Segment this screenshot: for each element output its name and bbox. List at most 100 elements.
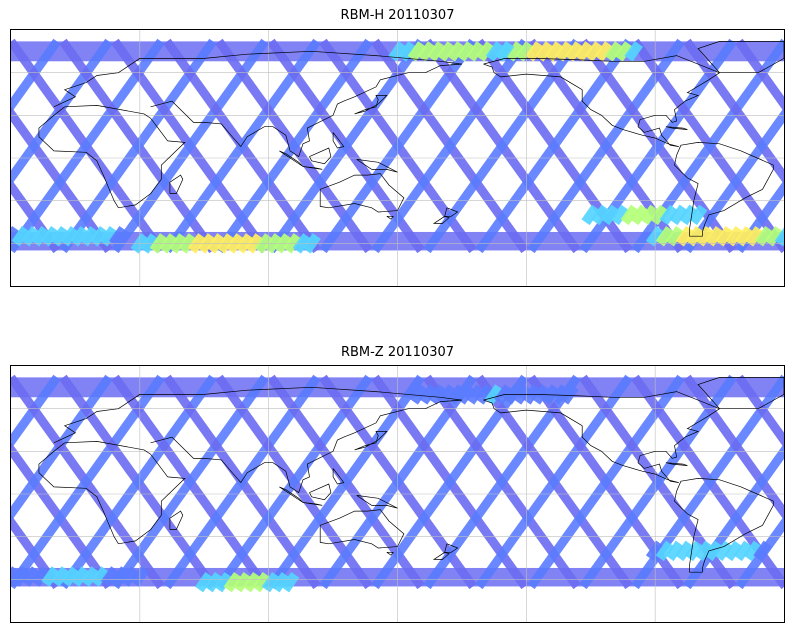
high-value-cell bbox=[705, 225, 724, 247]
coastline-path bbox=[386, 215, 394, 220]
high-value-cell bbox=[733, 540, 753, 562]
high-value-cell bbox=[476, 41, 495, 62]
high-value-cell bbox=[417, 41, 437, 62]
high-value-cell bbox=[624, 41, 643, 62]
high-value-cell bbox=[280, 571, 300, 593]
high-value-cell bbox=[252, 571, 271, 593]
high-value-cell bbox=[735, 225, 754, 247]
high-value-cell bbox=[715, 225, 734, 247]
coastline-path bbox=[279, 150, 304, 167]
map-bottom[interactable] bbox=[10, 365, 785, 623]
high-value-cell bbox=[753, 540, 772, 562]
orbit-track-descending bbox=[735, 374, 784, 448]
coastline-path bbox=[53, 50, 462, 108]
coastline-path bbox=[697, 377, 784, 410]
high-value-cell bbox=[495, 41, 515, 62]
high-value-cell bbox=[604, 41, 624, 62]
orbit-track-ascending bbox=[683, 107, 784, 254]
high-value-cell bbox=[419, 384, 438, 405]
high-value-cell bbox=[409, 384, 429, 405]
high-value-cell bbox=[475, 384, 494, 405]
high-value-cell bbox=[31, 225, 50, 247]
high-value-cell bbox=[525, 41, 544, 62]
coastline-path bbox=[38, 441, 186, 545]
high-value-cell bbox=[505, 41, 525, 62]
high-value-cell bbox=[100, 566, 120, 587]
high-value-cell bbox=[11, 225, 31, 247]
panel-bottom-title: RBM-Z 20110307 bbox=[340, 345, 455, 360]
coastline-path bbox=[302, 166, 323, 170]
high-value-cell bbox=[535, 41, 554, 62]
high-value-cell bbox=[110, 566, 130, 587]
high-value-cell bbox=[437, 384, 457, 405]
coastline-path bbox=[432, 215, 450, 224]
high-value-cell bbox=[714, 540, 733, 562]
high-value-cell bbox=[743, 540, 763, 562]
high-value-regions bbox=[11, 384, 772, 593]
high-value-cell bbox=[407, 41, 427, 62]
coastline-path bbox=[309, 147, 332, 165]
coastline-path bbox=[432, 551, 450, 560]
high-value-cell bbox=[456, 41, 476, 62]
high-value-cell bbox=[684, 540, 704, 562]
high-value-cell bbox=[437, 41, 456, 62]
high-value-cell bbox=[774, 225, 784, 247]
high-value-cell bbox=[620, 204, 640, 226]
high-value-cell bbox=[723, 540, 743, 562]
high-value-cell bbox=[659, 204, 679, 226]
high-value-cell bbox=[669, 204, 688, 226]
coastline-path bbox=[53, 386, 462, 444]
high-value-cell bbox=[120, 566, 140, 587]
high-value-cell bbox=[725, 225, 744, 247]
high-value-cell bbox=[679, 204, 698, 226]
coastline-path bbox=[356, 495, 398, 509]
high-value-cell bbox=[427, 41, 446, 62]
coastline-path bbox=[674, 142, 774, 237]
high-value-cell bbox=[11, 566, 31, 587]
high-value-cell bbox=[655, 540, 675, 562]
high-value-cell bbox=[60, 225, 79, 247]
coastline-path bbox=[697, 41, 784, 74]
high-value-cell bbox=[601, 204, 620, 226]
high-value-cell bbox=[694, 540, 714, 562]
coastline-path bbox=[332, 468, 345, 485]
map-top[interactable] bbox=[10, 29, 785, 287]
high-value-cell bbox=[640, 204, 659, 226]
coastline-path bbox=[150, 399, 462, 494]
high-value-cell bbox=[484, 384, 504, 405]
high-value-cell bbox=[71, 566, 90, 587]
high-value-cell bbox=[745, 225, 764, 247]
high-value-cell bbox=[581, 204, 601, 226]
coastline-path bbox=[665, 462, 688, 466]
high-value-cell bbox=[41, 566, 60, 587]
high-value-cell bbox=[51, 566, 70, 587]
coastline-path bbox=[354, 431, 388, 451]
high-value-cell bbox=[21, 566, 41, 587]
gridlines bbox=[11, 30, 784, 286]
map-top-canvas bbox=[11, 30, 784, 286]
coastline-path bbox=[444, 207, 459, 217]
high-value-cell bbox=[688, 204, 708, 226]
high-value-cell bbox=[99, 225, 118, 247]
coastline-path bbox=[38, 105, 186, 209]
high-value-cell bbox=[695, 225, 714, 247]
high-value-cell bbox=[754, 225, 774, 247]
high-value-cell bbox=[11, 566, 21, 587]
coastline-path bbox=[483, 391, 721, 483]
high-value-cell bbox=[31, 566, 50, 587]
orbit-track-descending bbox=[735, 38, 784, 112]
high-value-cell bbox=[665, 225, 685, 247]
high-value-cell bbox=[11, 225, 21, 247]
coastlines bbox=[38, 41, 784, 237]
high-value-cell bbox=[545, 41, 564, 62]
map-bottom-canvas bbox=[11, 366, 784, 622]
high-value-cell bbox=[560, 384, 579, 405]
coastline-path bbox=[169, 510, 184, 530]
high-value-cell bbox=[630, 204, 649, 226]
coastline-path bbox=[309, 483, 332, 501]
high-value-cell bbox=[242, 571, 262, 593]
coastline-path bbox=[356, 159, 398, 173]
high-value-cell bbox=[541, 384, 560, 405]
high-value-cell bbox=[764, 225, 784, 247]
high-value-cell bbox=[447, 384, 466, 405]
